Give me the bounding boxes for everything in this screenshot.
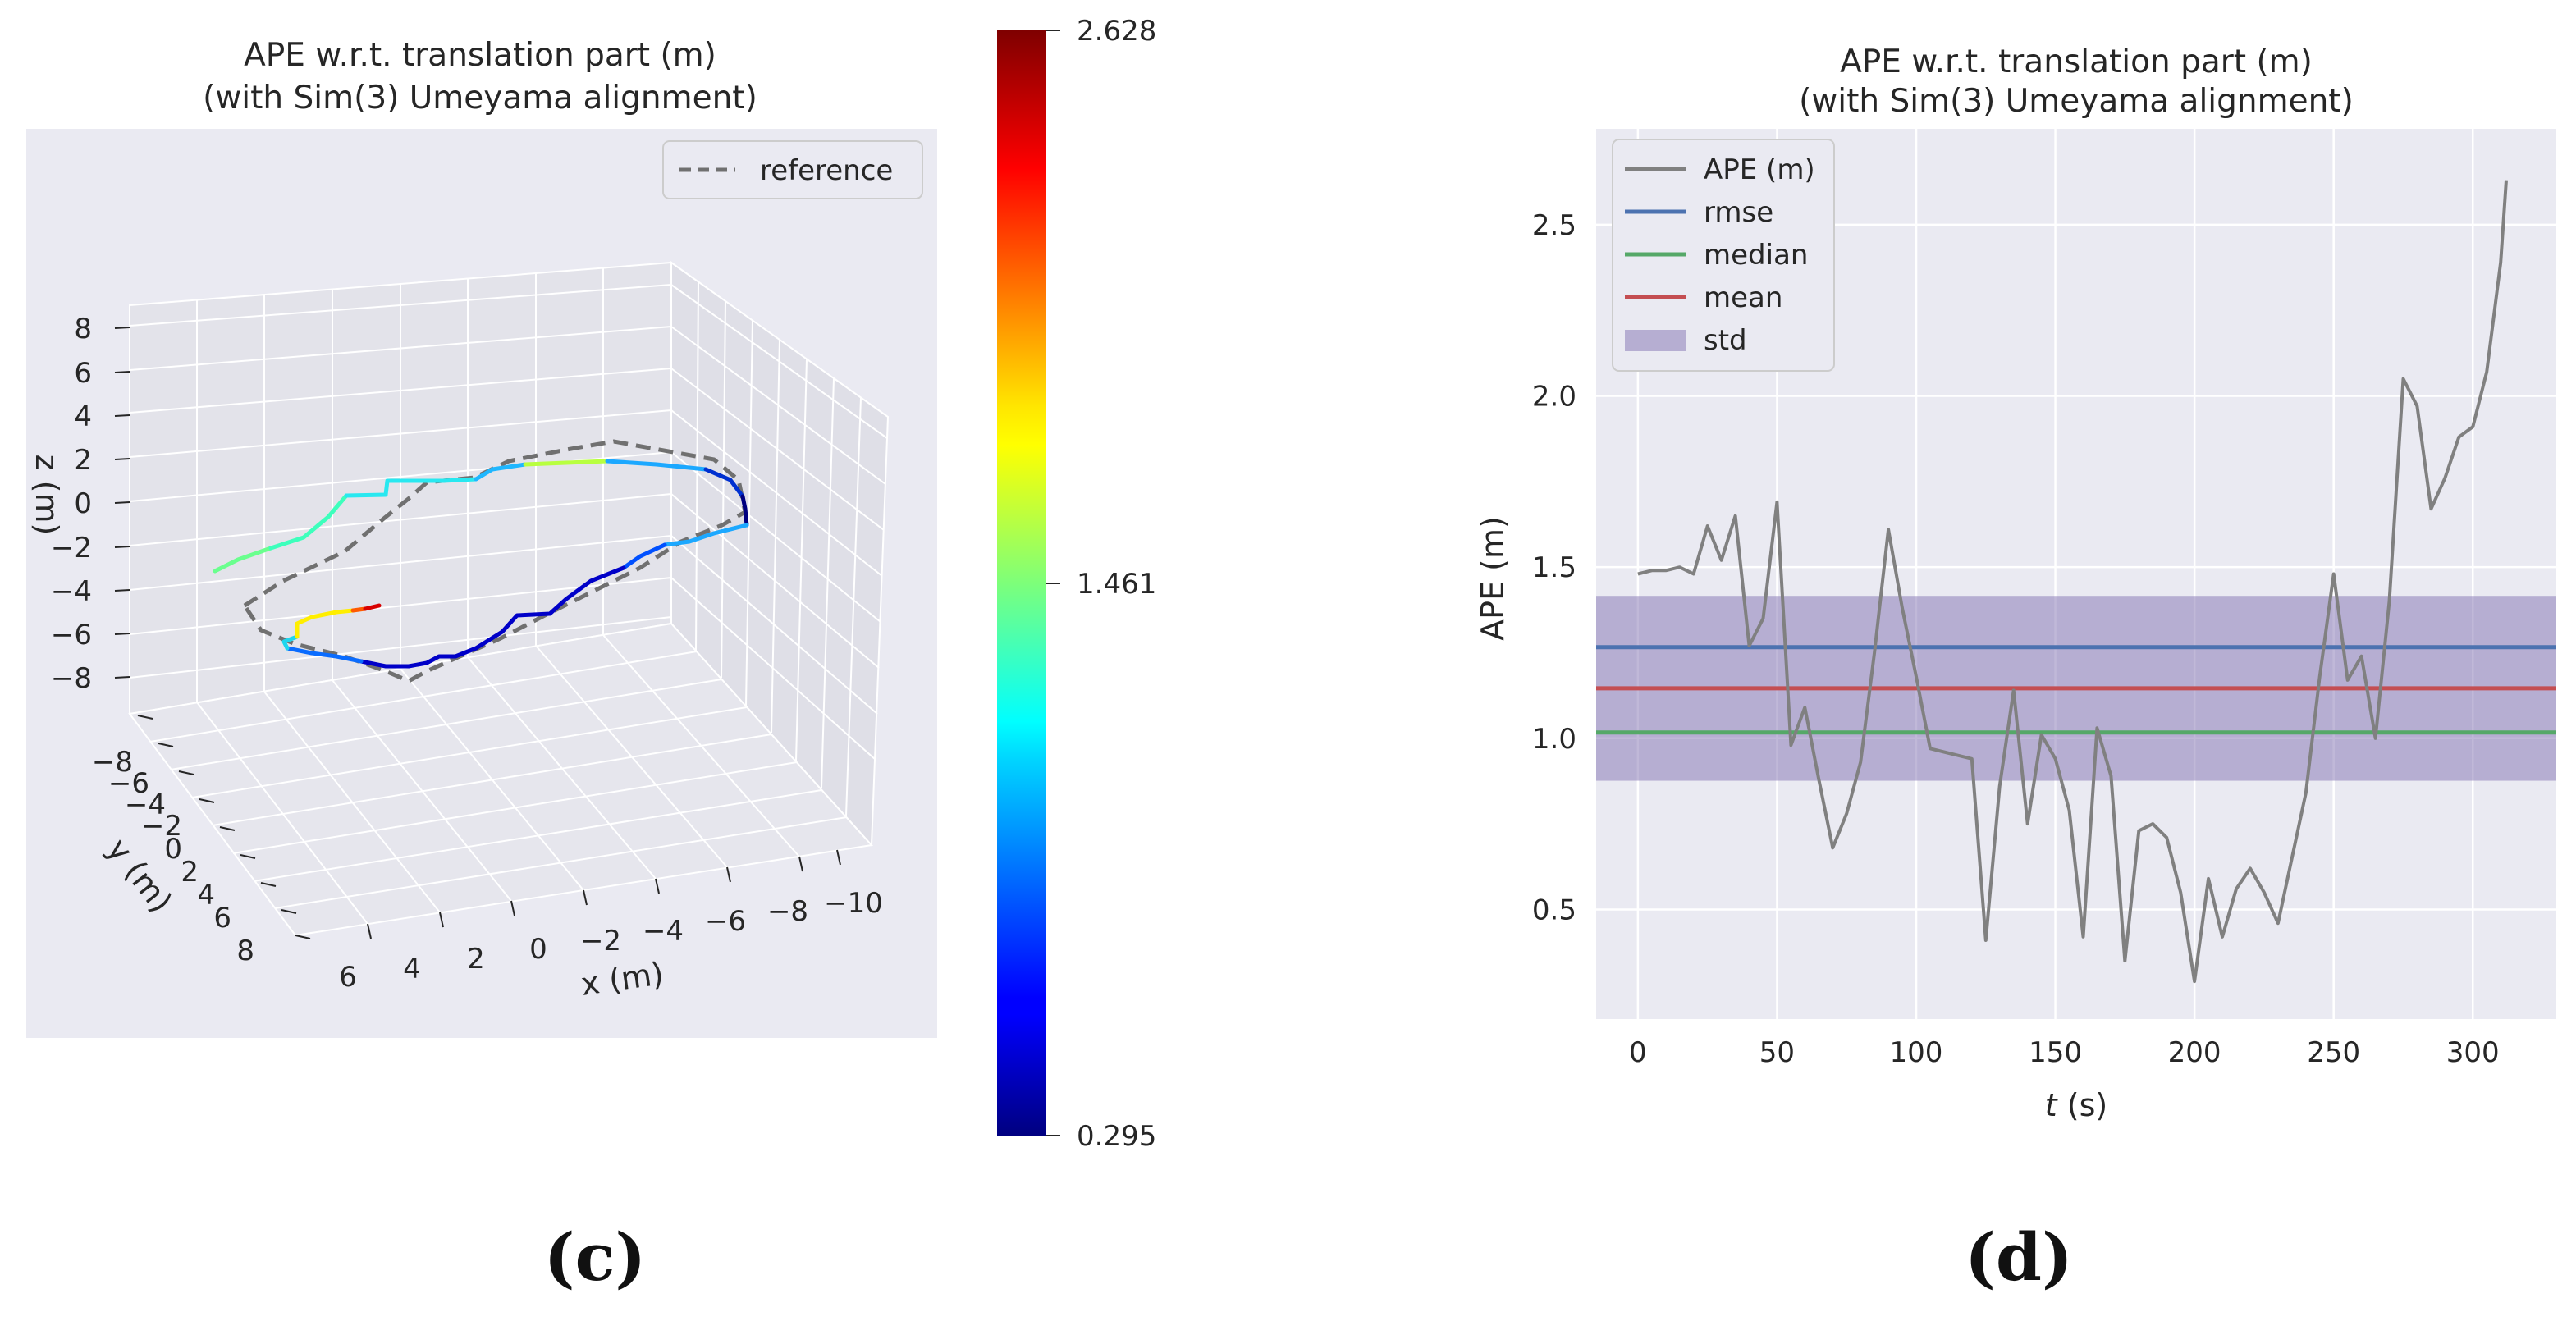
z-tick: 0 xyxy=(74,487,92,520)
panel-d-xlabel: t (s) xyxy=(2045,1087,2107,1123)
x-tick: 6 xyxy=(339,961,357,994)
panel-d-xlabel-unit: (s) xyxy=(2057,1087,2108,1123)
panel-d-tick-labels: 0 50 100 150 200 250 300 0.5 1.0 1.5 2.0 2.5 xyxy=(1532,209,2500,1069)
z-tick: 8 xyxy=(74,313,92,345)
panel-d-ape-timeseries: APE w.r.t. translation part (m) (with Si… xyxy=(1475,43,2556,1296)
x-tick-label: 250 xyxy=(2307,1036,2360,1069)
panel-d-title-line1: APE w.r.t. translation part (m) xyxy=(1840,43,2313,80)
y-tick: −6 xyxy=(108,767,149,800)
y-tick-label: 1.5 xyxy=(1532,551,1576,584)
panel-c-title-line1: APE w.r.t. translation part (m) xyxy=(244,37,716,74)
y-tick-label: 1.0 xyxy=(1532,723,1576,756)
panel-c-legend: reference xyxy=(662,140,923,199)
ape-series-line xyxy=(1637,180,2508,984)
panel-d-title-line2: (with Sim(3) Umeyama alignment) xyxy=(1799,83,2354,120)
y-tick: 8 xyxy=(236,935,254,967)
z-axis-label: z (m) xyxy=(29,455,65,536)
y-tick-label: 2.5 xyxy=(1532,209,1576,242)
colorbar-max-label: 2.628 xyxy=(1077,15,1156,48)
panel-d-legend: APE (m) rmse median mean std xyxy=(1612,139,1835,372)
x-tick: −8 xyxy=(767,895,808,928)
x-tick: −4 xyxy=(643,915,684,948)
y-tick: 2 xyxy=(181,856,199,889)
panel-c-reference-trajectory xyxy=(241,439,748,683)
panel-c-label: (c) xyxy=(544,1218,646,1296)
y-tick: −4 xyxy=(125,788,166,821)
y-tick-label: 2.0 xyxy=(1532,381,1576,414)
z-tick: −8 xyxy=(51,662,92,695)
x-tick-label: 50 xyxy=(1759,1036,1795,1069)
colorbar-mid-label: 1.461 xyxy=(1077,568,1156,601)
panel-c-3d-gridlines xyxy=(129,267,888,925)
x-tick-label: 100 xyxy=(1890,1036,1943,1069)
y-tick: 0 xyxy=(164,833,182,866)
y-tick: −2 xyxy=(141,810,182,843)
legend-label-ape: APE (m) xyxy=(1704,153,1815,186)
y-tick: −8 xyxy=(92,746,133,779)
colorbar-gradient xyxy=(997,30,1046,1136)
y-tick: 6 xyxy=(213,902,231,935)
x-tick: −2 xyxy=(580,925,621,958)
x-tick: 0 xyxy=(529,933,547,966)
x-tick-label: 300 xyxy=(2446,1036,2500,1069)
x-tick: −10 xyxy=(824,887,883,920)
panel-c-3d-trajectory: APE w.r.t. translation part (m) (with Si… xyxy=(26,15,1156,1296)
legend-label-rmse: rmse xyxy=(1704,196,1773,229)
legend-label-std: std xyxy=(1704,324,1747,357)
y-tick: 4 xyxy=(197,879,215,912)
colorbar-min-label: 0.295 xyxy=(1077,1120,1156,1153)
panel-d-stat-lines xyxy=(1596,645,2556,735)
x-tick: −6 xyxy=(705,905,746,938)
x-tick: 4 xyxy=(403,953,421,985)
x-tick-label: 0 xyxy=(1629,1036,1647,1069)
z-tick: −2 xyxy=(51,532,92,565)
panel-d-xlabel-var: t xyxy=(2045,1087,2059,1123)
x-tick-label: 150 xyxy=(2029,1036,2082,1069)
x-tick: 2 xyxy=(467,943,485,976)
z-tick: −4 xyxy=(51,575,92,608)
legend-swatch-std xyxy=(1625,330,1686,351)
panel-c-z-axis: 8 6 4 2 0 −2 −4 −6 −8 z (m) xyxy=(29,313,130,695)
z-tick: 6 xyxy=(74,357,92,390)
panel-d-ylabel: APE (m) xyxy=(1475,516,1511,641)
panel-d-ape-series xyxy=(1637,180,2508,984)
z-tick: 2 xyxy=(74,444,92,477)
panel-d-label: (d) xyxy=(1965,1218,2073,1296)
legend-label-mean: mean xyxy=(1704,281,1782,314)
panel-c-colorbar: 2.628 1.461 0.295 xyxy=(997,15,1156,1153)
panel-c-estimated-trajectory xyxy=(213,459,749,669)
z-tick: −6 xyxy=(51,619,92,651)
x-tick-label: 200 xyxy=(2168,1036,2221,1069)
y-tick-label: 0.5 xyxy=(1532,894,1576,926)
z-tick: 4 xyxy=(74,400,92,433)
legend-label-median: median xyxy=(1704,239,1808,272)
legend-reference-label: reference xyxy=(760,154,893,187)
panel-c-title-line2: (with Sim(3) Umeyama alignment) xyxy=(203,80,757,117)
